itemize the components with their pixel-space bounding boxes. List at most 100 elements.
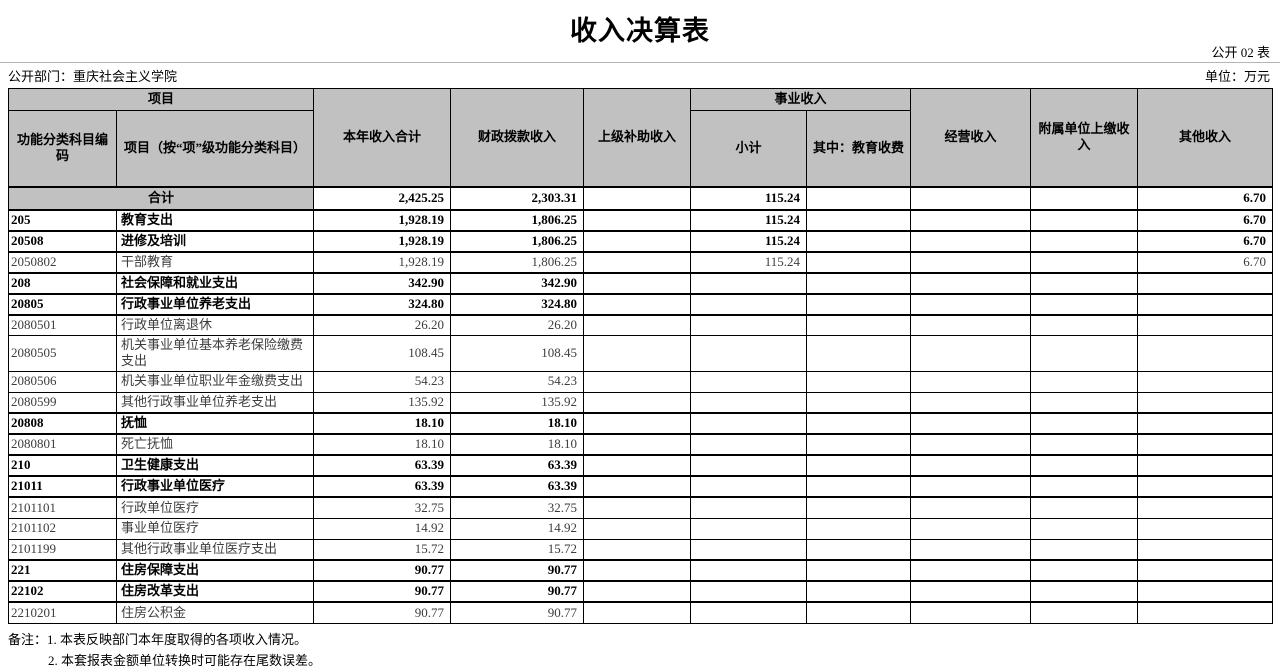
cell-item-name: 其他行政事业单位养老支出	[115, 391, 315, 414]
table-row: 22102 住房改革支出 90.77 90.77	[8, 580, 1274, 603]
table-row: 20808 抚恤 18.10 18.10	[8, 412, 1274, 435]
cell-value	[1137, 412, 1274, 435]
cell-value	[690, 335, 808, 372]
cell-value	[690, 580, 808, 603]
cell-value	[690, 496, 808, 519]
cell-value: 32.75	[450, 496, 585, 519]
cell-value: 115.24	[690, 185, 808, 211]
cell-value: 108.45	[313, 335, 452, 372]
meta-row: 公开部门：重庆社会主义学院 单位：万元	[0, 63, 1280, 88]
cell-value	[690, 517, 808, 540]
cell-value: 54.23	[450, 370, 585, 393]
cell-value	[1137, 559, 1274, 582]
cell-value: 63.39	[450, 475, 585, 498]
cell-value	[1030, 433, 1139, 456]
cell-value	[910, 251, 1032, 273]
cell-value: 90.77	[313, 601, 452, 624]
header-affiliated-remit: 附属单位上缴收入	[1030, 88, 1139, 187]
cell-value	[583, 391, 692, 414]
cell-value	[1030, 517, 1139, 540]
cell-value	[690, 391, 808, 414]
cell-function-code: 210	[8, 454, 117, 477]
cell-function-code: 2050802	[8, 251, 117, 273]
header-operating-income: 经营收入	[910, 88, 1032, 187]
cell-value: 6.70	[1137, 208, 1274, 232]
cell-value: 18.10	[450, 433, 585, 456]
cell-item-name: 其他行政事业单位医疗支出	[115, 538, 315, 561]
cell-value: 1,928.19	[313, 251, 452, 273]
cell-value: 1,806.25	[450, 208, 585, 232]
cell-value: 135.92	[313, 391, 452, 414]
cell-value: 115.24	[690, 229, 808, 253]
cell-value	[1030, 538, 1139, 561]
cell-value	[910, 208, 1032, 232]
cell-value: 6.70	[1137, 251, 1274, 273]
cell-value: 14.92	[450, 517, 585, 540]
cell-value	[1030, 335, 1139, 372]
cell-value: 1,928.19	[313, 229, 452, 253]
table-header: 项目 本年收入合计 财政拨款收入 上级补助收入 事业收入 经营收入 附属单位上缴…	[7, 88, 1274, 188]
cell-value: 135.92	[450, 391, 585, 414]
cell-value: 115.24	[690, 208, 808, 232]
cell-value	[1030, 412, 1139, 435]
cell-value	[583, 292, 692, 316]
cell-value	[910, 559, 1032, 582]
header-year-total: 本年收入合计	[313, 88, 452, 187]
cell-function-code: 221	[8, 559, 117, 582]
cell-value	[1137, 292, 1274, 316]
cell-value	[806, 454, 912, 477]
table-row: 210 卫生健康支出 63.39 63.39	[8, 454, 1274, 477]
cell-function-code: 21011	[8, 475, 117, 498]
cell-value: 115.24	[690, 251, 808, 273]
cell-value: 18.10	[313, 412, 452, 435]
cell-value	[1030, 314, 1139, 336]
cell-value	[1030, 454, 1139, 477]
cell-function-code: 2101101	[8, 496, 117, 519]
cell-value	[1137, 335, 1274, 372]
cell-value	[690, 433, 808, 456]
cell-value: 342.90	[450, 271, 585, 295]
cell-value: 90.77	[450, 580, 585, 603]
cell-value: 63.39	[313, 454, 452, 477]
cell-function-code: 20508	[8, 229, 117, 253]
table-row: 20508 进修及培训 1,928.19 1,806.25 115.24 6.70	[8, 229, 1274, 253]
cell-item-name: 死亡抚恤	[115, 433, 315, 456]
cell-value: 32.75	[313, 496, 452, 519]
table-row: 205 教育支出 1,928.19 1,806.25 115.24 6.70	[8, 208, 1274, 232]
cell-value: 324.80	[450, 292, 585, 316]
cell-value	[1137, 538, 1274, 561]
cell-value: 26.20	[450, 314, 585, 336]
table-row: 2101199 其他行政事业单位医疗支出 15.72 15.72	[8, 538, 1274, 561]
cell-value: 54.23	[313, 370, 452, 393]
cell-function-code: 2080501	[8, 314, 117, 336]
cell-value	[910, 454, 1032, 477]
table-row: 2080505 机关事业单位基本养老保险缴费支出 108.45 108.45	[8, 335, 1274, 372]
cell-value	[806, 185, 912, 211]
cell-value	[1137, 517, 1274, 540]
cell-value	[690, 314, 808, 336]
cell-value	[690, 412, 808, 435]
cell-value	[1030, 292, 1139, 316]
cell-value	[910, 538, 1032, 561]
header-item-name: 项目（按“项”级功能分类科目）	[115, 110, 315, 188]
cell-value: 1,806.25	[450, 251, 585, 273]
cell-function-code: 2080801	[8, 433, 117, 456]
cell-value	[583, 208, 692, 232]
cell-value	[583, 475, 692, 498]
table-row: 2101102 事业单位医疗 14.92 14.92	[8, 517, 1274, 540]
cell-item-name: 住房公积金	[115, 601, 315, 624]
cell-value	[910, 229, 1032, 253]
cell-value	[690, 292, 808, 316]
cell-value: 1,806.25	[450, 229, 585, 253]
cell-value	[1137, 475, 1274, 498]
cell-item-name: 社会保障和就业支出	[115, 271, 315, 295]
cell-value	[910, 496, 1032, 519]
cell-value: 15.72	[450, 538, 585, 561]
cell-value: 18.10	[313, 433, 452, 456]
cell-value	[583, 496, 692, 519]
header-other-income: 其他收入	[1137, 88, 1274, 187]
footnote-2: 2. 本套报表金额单位转换时可能存在尾数误差。	[48, 652, 322, 668]
cell-value	[583, 580, 692, 603]
cell-value: 342.90	[313, 271, 452, 295]
cell-function-code: 205	[8, 208, 117, 232]
